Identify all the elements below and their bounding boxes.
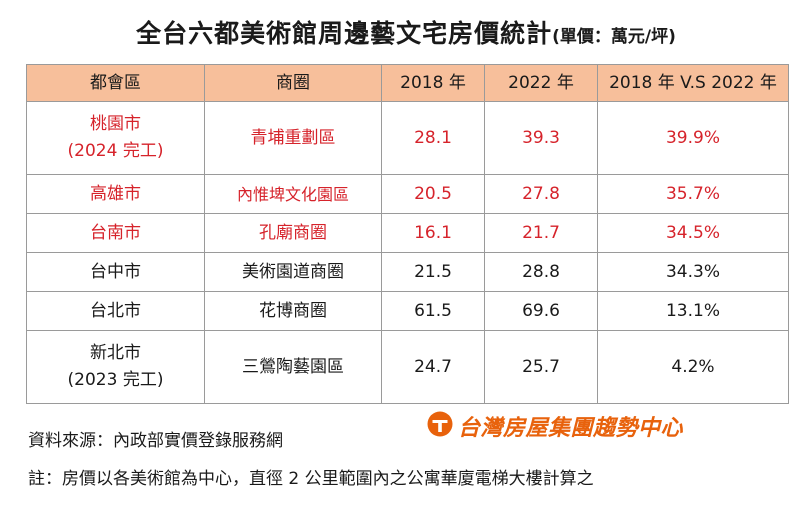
district-cell: 三鶯陶藝園區 xyxy=(204,330,382,404)
city-cell: 新北市 (2023 完工) xyxy=(26,330,205,404)
header-city: 都會區 xyxy=(26,64,205,102)
table-row: 桃園市 (2024 完工) 青埔重劃區 28.1 39.3 39.9% xyxy=(26,101,789,175)
brand-name: 台灣房屋集團趨勢中心 xyxy=(458,416,684,441)
city-cell: 台南市 xyxy=(26,213,205,253)
price-2018-cell: 61.5 xyxy=(381,291,485,331)
header-district: 商圈 xyxy=(204,64,382,102)
city-name: 新北市 xyxy=(90,343,141,363)
district-cell: 花博商圈 xyxy=(204,291,382,331)
district-cell: 青埔重劃區 xyxy=(204,101,382,175)
table-row: 台南市 孔廟商圈 16.1 21.7 34.5% xyxy=(26,213,789,253)
price-table: 都會區 商圈 2018 年 2022 年 2018 年 V.S 2022 年 桃… xyxy=(26,64,789,404)
header-2022: 2022 年 xyxy=(484,64,598,102)
change-cell: 35.7% xyxy=(597,174,789,214)
header-2018: 2018 年 xyxy=(381,64,485,102)
city-name: 桃園市 xyxy=(90,114,141,134)
change-cell: 34.3% xyxy=(597,252,789,292)
district-cell: 內惟埤文化園區 xyxy=(204,174,382,214)
price-2022-cell: 25.7 xyxy=(484,330,598,404)
table-row: 台北市 花博商圈 61.5 69.6 13.1% xyxy=(26,291,789,331)
price-2018-cell: 21.5 xyxy=(381,252,485,292)
price-2018-cell: 24.7 xyxy=(381,330,485,404)
price-2018-cell: 20.5 xyxy=(381,174,485,214)
change-cell: 4.2% xyxy=(597,330,789,404)
price-2022-cell: 39.3 xyxy=(484,101,598,175)
taiwan-realty-logo-icon xyxy=(426,410,454,442)
table-row: 新北市 (2023 完工) 三鶯陶藝園區 24.7 25.7 4.2% xyxy=(26,330,789,404)
city-cell: 高雄市 xyxy=(26,174,205,214)
price-2018-cell: 28.1 xyxy=(381,101,485,175)
unit-label: (單價：萬元/坪) xyxy=(552,27,676,47)
city-cell: 桃園市 (2024 完工) xyxy=(26,101,205,175)
city-cell: 台中市 xyxy=(26,252,205,292)
brand-logo: 台灣房屋集團趨勢中心 xyxy=(426,410,683,442)
page-title: 全台六都美術館周邊藝文宅房價統計 xyxy=(136,19,553,48)
change-cell: 13.1% xyxy=(597,291,789,331)
price-2018-cell: 16.1 xyxy=(381,213,485,253)
change-cell: 34.5% xyxy=(597,213,789,253)
price-2022-cell: 21.7 xyxy=(484,213,598,253)
price-2022-cell: 69.6 xyxy=(484,291,598,331)
city-note: (2024 完工) xyxy=(67,141,164,161)
city-cell: 台北市 xyxy=(26,291,205,331)
district-cell: 美術園道商圈 xyxy=(204,252,382,292)
header-change: 2018 年 V.S 2022 年 xyxy=(597,64,789,102)
title-block: 全台六都美術館周邊藝文宅房價統計(單價：萬元/坪) xyxy=(0,14,812,50)
city-note: (2023 完工) xyxy=(67,370,164,390)
table-row: 高雄市 內惟埤文化園區 20.5 27.8 35.7% xyxy=(26,174,789,214)
source-note: 資料來源：內政部實價登錄服務網 xyxy=(28,431,283,451)
change-cell: 39.9% xyxy=(597,101,789,175)
district-cell: 孔廟商圈 xyxy=(204,213,382,253)
footnote: 註：房價以各美術館為中心，直徑 2 公里範圍內之公寓華廈電梯大樓計算之 xyxy=(28,469,594,489)
price-2022-cell: 27.8 xyxy=(484,174,598,214)
price-2022-cell: 28.8 xyxy=(484,252,598,292)
header-row: 都會區 商圈 2018 年 2022 年 2018 年 V.S 2022 年 xyxy=(26,64,789,102)
table-row: 台中市 美術園道商圈 21.5 28.8 34.3% xyxy=(26,252,789,292)
